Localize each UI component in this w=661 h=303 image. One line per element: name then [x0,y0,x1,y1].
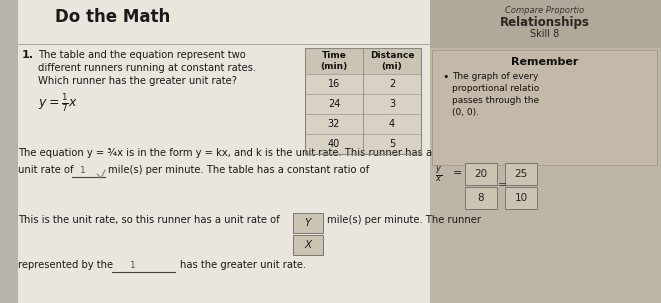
Text: X: X [305,240,311,250]
Text: =: = [453,168,463,178]
Text: 40: 40 [328,139,340,149]
Bar [505,163,537,185]
Bar [305,74,421,94]
Text: Remember: Remember [511,57,578,67]
Text: 2: 2 [389,79,395,89]
Bar [430,0,661,48]
Text: 10: 10 [514,193,527,203]
Text: different runners running at constant rates.: different runners running at constant ra… [38,63,256,73]
Text: mile(s) per minute. The runner: mile(s) per minute. The runner [327,215,481,225]
Text: Compare Proportio: Compare Proportio [506,6,584,15]
Text: 1: 1 [130,261,136,270]
Bar [505,187,537,209]
Text: 16: 16 [328,79,340,89]
Bar [0,0,18,303]
Bar [432,50,657,165]
Text: 1: 1 [80,166,86,175]
Text: Distance
(mi): Distance (mi) [369,51,414,71]
Bar [305,114,421,134]
Text: 25: 25 [514,169,527,179]
Bar [305,134,421,154]
Text: •: • [442,72,449,82]
Text: 5: 5 [389,139,395,149]
Text: Time
(min): Time (min) [321,51,348,71]
Text: The table and the equation represent two: The table and the equation represent two [38,50,246,60]
Text: represented by the: represented by the [18,260,113,270]
Text: This is the unit rate, so this runner has a unit rate of: This is the unit rate, so this runner ha… [18,215,280,225]
Text: has the greater unit rate.: has the greater unit rate. [180,260,306,270]
Text: Relationships: Relationships [500,16,590,29]
Bar [293,235,323,255]
Text: 20: 20 [475,169,488,179]
Text: The graph of every
proportional relatio
passes through the
(0, 0).: The graph of every proportional relatio … [452,72,539,118]
Text: $\frac{y}{x}$: $\frac{y}{x}$ [435,164,442,184]
Bar [465,163,497,185]
Text: 8: 8 [478,193,485,203]
Text: The equation y = ¾x is in the form y = kx, and k is the unit rate. This runner h: The equation y = ¾x is in the form y = k… [18,148,432,158]
Text: Y: Y [305,218,311,228]
Text: Which runner has the greater unit rate?: Which runner has the greater unit rate? [38,76,237,86]
Text: =: = [498,180,508,190]
Text: Do the Math: Do the Math [55,8,171,26]
Bar [305,94,421,114]
Text: 24: 24 [328,99,340,109]
Text: 4: 4 [389,119,395,129]
Text: 3: 3 [389,99,395,109]
Text: Skill 8: Skill 8 [530,29,560,39]
Bar [305,48,421,154]
Text: $y = \frac{1}{7}x$: $y = \frac{1}{7}x$ [38,92,78,114]
Bar [293,213,323,233]
Bar [0,0,430,303]
Bar [305,48,421,74]
Text: mile(s) per minute. The table has a constant ratio of: mile(s) per minute. The table has a cons… [108,165,369,175]
Bar [430,48,661,303]
Bar [465,187,497,209]
Text: unit rate of: unit rate of [18,165,73,175]
Text: 1.: 1. [22,50,34,60]
Text: 32: 32 [328,119,340,129]
